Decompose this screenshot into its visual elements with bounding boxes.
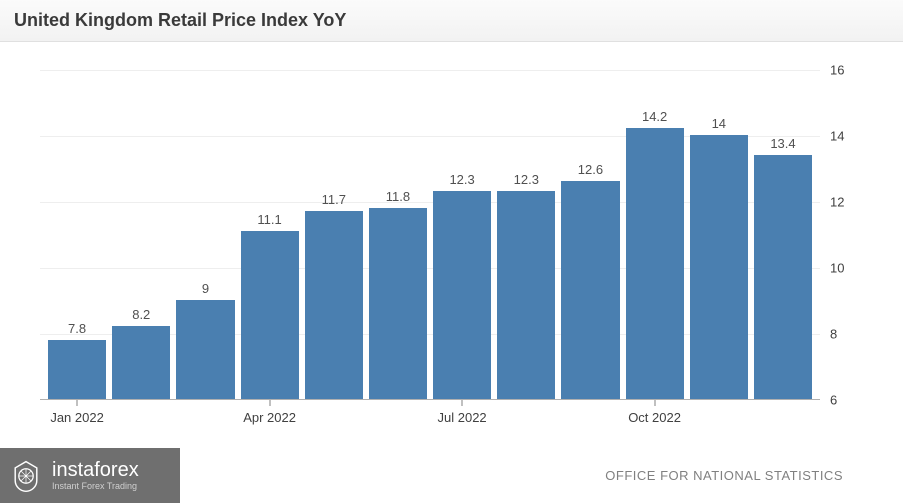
bar-value-label: 12.3 bbox=[449, 172, 474, 187]
bar bbox=[433, 191, 491, 399]
bar-slot: 12.3 bbox=[433, 172, 491, 399]
x-tick-label: Oct 2022 bbox=[628, 410, 681, 425]
bar bbox=[754, 155, 812, 399]
chart-header: United Kingdom Retail Price Index YoY bbox=[0, 0, 903, 42]
chart-area: 7.8 8.2 9 11.1 11.7 11.8 12.3 12.3 12.6 14.2 14 13.… bbox=[40, 70, 870, 440]
bar bbox=[112, 326, 170, 399]
watermark-tagline: Instant Forex Trading bbox=[52, 482, 139, 491]
x-tick-mark bbox=[77, 400, 78, 406]
x-tick-mark bbox=[654, 400, 655, 406]
y-tick-label: 14 bbox=[830, 129, 860, 144]
bar bbox=[241, 231, 299, 399]
bar-value-label: 8.2 bbox=[132, 307, 150, 322]
watermark: instaforex Instant Forex Trading bbox=[0, 448, 180, 503]
watermark-text: instaforex Instant Forex Trading bbox=[52, 460, 139, 491]
y-tick-label: 16 bbox=[830, 63, 860, 78]
bar-slot: 9 bbox=[176, 281, 234, 399]
bars-container: 7.8 8.2 9 11.1 11.7 11.8 12.3 12.3 12.6 14.2 14 13.… bbox=[40, 69, 820, 399]
bar bbox=[305, 211, 363, 399]
plot-region: 7.8 8.2 9 11.1 11.7 11.8 12.3 12.3 12.6 14.2 14 13.… bbox=[40, 70, 820, 400]
x-tick-label: Jul 2022 bbox=[438, 410, 487, 425]
x-tick-label: Jan 2022 bbox=[50, 410, 104, 425]
bar-value-label: 12.6 bbox=[578, 162, 603, 177]
watermark-brand: instaforex bbox=[52, 460, 139, 480]
x-tick-mark bbox=[462, 400, 463, 406]
bar bbox=[369, 208, 427, 399]
bar bbox=[176, 300, 234, 399]
bar bbox=[497, 191, 555, 399]
bar-slot: 14 bbox=[690, 116, 748, 399]
bar bbox=[626, 128, 684, 399]
bar-slot: 11.1 bbox=[241, 212, 299, 399]
bar-value-label: 14 bbox=[712, 116, 726, 131]
bar-slot: 14.2 bbox=[626, 109, 684, 399]
y-tick-label: 8 bbox=[830, 327, 860, 342]
bar bbox=[690, 135, 748, 399]
chart-title: United Kingdom Retail Price Index YoY bbox=[14, 10, 889, 31]
bar-slot: 13.4 bbox=[754, 136, 812, 399]
x-tick-mark bbox=[269, 400, 270, 406]
instaforex-logo-icon bbox=[8, 458, 44, 494]
bar-slot: 7.8 bbox=[48, 321, 106, 399]
bar-slot: 8.2 bbox=[112, 307, 170, 399]
y-tick-label: 6 bbox=[830, 393, 860, 408]
bar-slot: 11.8 bbox=[369, 189, 427, 399]
x-axis: Jan 2022 Apr 2022 Jul 2022 Oct 2022 bbox=[40, 404, 820, 434]
bar-value-label: 11.7 bbox=[322, 192, 346, 207]
bar-value-label: 14.2 bbox=[642, 109, 667, 124]
bar-slot: 11.7 bbox=[305, 192, 363, 399]
bar-value-label: 12.3 bbox=[514, 172, 539, 187]
bar-slot: 12.3 bbox=[497, 172, 555, 399]
bar-slot: 12.6 bbox=[561, 162, 619, 399]
bar-value-label: 11.8 bbox=[386, 189, 410, 204]
bar bbox=[48, 340, 106, 399]
bar-value-label: 9 bbox=[202, 281, 209, 296]
bar-value-label: 7.8 bbox=[68, 321, 86, 336]
y-tick-label: 12 bbox=[830, 195, 860, 210]
bar bbox=[561, 181, 619, 399]
source-label: OFFICE FOR NATIONAL STATISTICS bbox=[605, 468, 843, 483]
x-tick-label: Apr 2022 bbox=[243, 410, 296, 425]
y-tick-label: 10 bbox=[830, 261, 860, 276]
bar-value-label: 13.4 bbox=[770, 136, 795, 151]
bar-value-label: 11.1 bbox=[257, 212, 281, 227]
